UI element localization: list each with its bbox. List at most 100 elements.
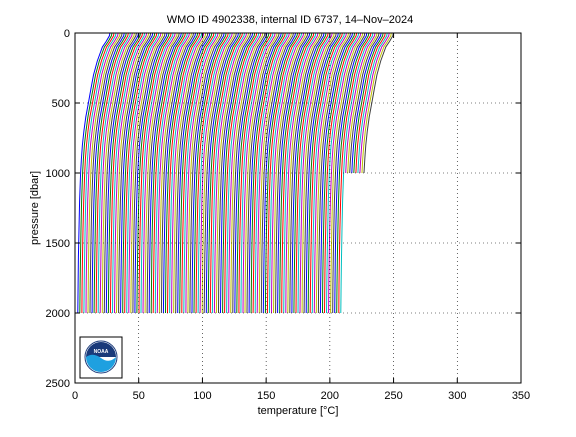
profile-line [154,32,188,314]
profile-line [112,32,146,314]
profile-line [215,32,250,314]
profile-line [262,32,296,314]
profile-line [162,32,196,314]
profile-line [228,32,262,314]
profile-line [315,32,349,314]
profile-line [187,32,221,314]
profile-line-shallow [359,32,390,174]
profile-line [203,32,237,314]
profile-line [224,32,258,314]
profile-line-shallow [349,32,380,174]
profile-line [287,32,321,314]
x-axis-label: temperature [°C] [258,405,339,417]
profile-line [277,32,311,314]
profile-line [156,32,190,314]
profile-line [305,32,339,314]
x-tick-labels: 0 50 100 150 200 250 300 350 [72,390,530,402]
profile-line [205,32,239,314]
profile-line [244,32,278,314]
profile-line [295,32,329,314]
y-tick-label: 500 [52,98,70,110]
profile-line [299,32,333,314]
profile-line-shallow [345,32,376,174]
profile-line [220,32,254,314]
profile-line [171,32,205,314]
profile-line [81,32,115,314]
profile-line [207,32,241,314]
profile-line [195,32,229,314]
profile-line [319,32,353,314]
profile-line [309,32,343,314]
profile-line [128,32,162,314]
profile-line [283,32,317,314]
profile-line [232,32,266,314]
profile-line [311,32,345,314]
profile-line [285,32,319,314]
profile-line [99,32,133,314]
profile-line [326,32,360,314]
profile-line [324,32,358,314]
y-axis-label: pressure [dbar] [29,171,41,245]
profile-line [293,32,327,314]
profile-line [234,32,268,314]
profile-line [291,32,325,314]
profile-line [116,32,150,314]
profile-line [193,32,227,314]
x-tick-label: 250 [384,390,402,402]
profile-line [191,32,225,314]
profile-line [148,32,182,314]
profile-lines [77,32,394,314]
profile-line [334,32,368,314]
profile-line [332,32,366,314]
profile-line [317,32,351,314]
profile-line-shallow [361,32,392,174]
profile-line [144,32,178,314]
profile-line [126,32,160,314]
profile-line [209,32,243,314]
x-tick-label: 200 [321,390,339,402]
profile-line [177,32,211,314]
profile-line [181,32,215,314]
noaa-logo-text: NOAA [94,349,109,355]
profile-line [240,32,274,314]
profile-line [167,32,201,314]
profile-line [87,32,121,314]
profile-line [175,32,209,314]
profile-line [165,32,199,314]
profile-line [275,32,309,314]
profile-line [230,32,264,314]
profile-line [130,32,164,314]
profile-line [85,32,119,314]
profile-line [236,32,270,314]
profile-line [83,32,117,314]
profile-line [105,32,139,314]
profile-line [89,32,123,314]
profile-line [77,32,111,314]
profile-line [185,32,219,314]
profile-line [248,32,282,314]
y-tick-label: 1000 [46,168,70,180]
profile-line [114,32,148,314]
profile-line [93,32,127,314]
profile-line [213,32,247,314]
profile-line [146,32,180,314]
profile-line [250,32,284,314]
profile-line [254,32,288,314]
profile-line-shallow [355,32,386,174]
profile-line [136,32,170,314]
profile-line [152,32,186,314]
x-tick-label: 0 [72,390,78,402]
x-tick-label: 150 [257,390,275,402]
axes-frame [74,32,522,384]
profile-line [124,32,158,314]
profile-line [307,32,341,314]
profile-line-shallow [353,32,384,174]
profile-line [160,32,194,314]
profile-line [97,32,131,314]
ticks [74,32,522,384]
chart-title: WMO ID 4902338, internal ID 6737, 14–Nov… [167,14,413,26]
profile-line [189,32,223,314]
profile-line-shallow [363,32,394,174]
profile-line [313,32,347,314]
profile-line [338,32,372,314]
